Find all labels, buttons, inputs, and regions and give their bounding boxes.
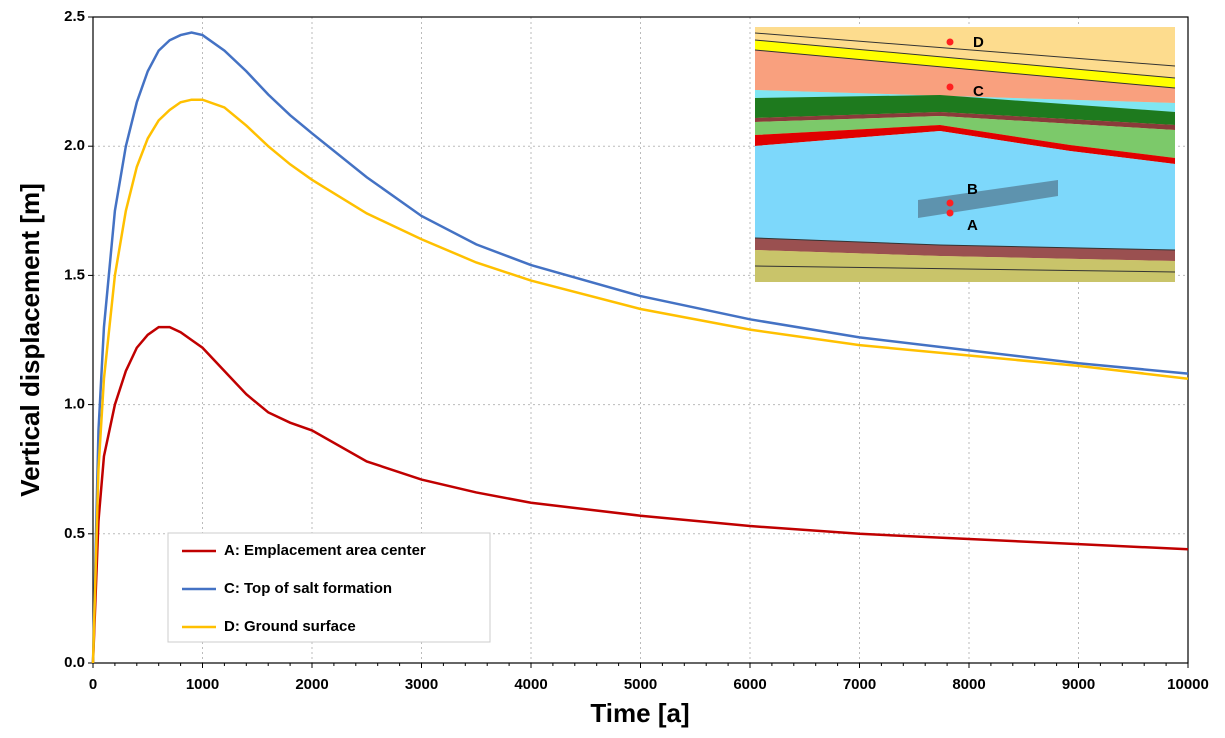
x-tick-label: 9000 (1062, 676, 1095, 693)
y-tick-label: 2.5 (64, 8, 85, 25)
series-line (91, 98, 1189, 664)
inset-layer (755, 250, 1175, 282)
x-axis-title: Time [a] (590, 698, 689, 728)
series-line (91, 31, 1189, 664)
x-tick-label: 4000 (514, 676, 547, 693)
legend-box (167, 532, 491, 643)
y-tick-label: 1.0 (64, 396, 85, 413)
inset-point (946, 83, 954, 91)
x-tick-label: 1000 (186, 676, 219, 693)
inset-layer (755, 131, 1175, 250)
y-axis-title: Vertical displacement [m] (15, 183, 45, 497)
y-tick-label: 2.0 (64, 137, 85, 154)
x-tick-label: 0 (89, 676, 97, 693)
inset-lines (754, 32, 1176, 273)
x-tick-label: 8000 (952, 676, 985, 693)
inset-layer (755, 50, 1175, 103)
y-tick-label: 0.0 (64, 654, 85, 671)
plot-frame (92, 16, 1189, 664)
series-line (91, 325, 1189, 664)
legend-label: C: Top of salt formation (224, 580, 392, 597)
x-tick-label: 2000 (295, 676, 328, 693)
legend-label: A: Emplacement area center (224, 542, 426, 559)
y-tick-label: 1.5 (64, 266, 85, 283)
inset-point (946, 199, 954, 207)
inset-layer (755, 112, 1175, 130)
legend-label: D: Ground surface (224, 618, 356, 635)
inset-layer (755, 125, 1175, 164)
inset-layer (755, 238, 1175, 261)
x-tick-label: 7000 (843, 676, 876, 693)
inset-label: A (967, 217, 978, 234)
y-tick-label: 0.5 (64, 525, 85, 542)
inset-layer (755, 116, 1175, 158)
inset-point (946, 209, 954, 217)
x-tick-label: 6000 (733, 676, 766, 693)
inset-label: B (967, 181, 978, 198)
x-tick-label: 10000 (1167, 676, 1209, 693)
inset-layer (755, 40, 1175, 88)
inset-label: D (973, 34, 984, 51)
inset-point (946, 38, 954, 46)
inset-layer (755, 95, 1175, 125)
inset-geology: D C B A (754, 27, 1176, 282)
x-tick-label: 5000 (624, 676, 657, 693)
inset-label: C (973, 83, 984, 100)
x-tick-label: 3000 (405, 676, 438, 693)
emplacement-grid (918, 180, 1058, 218)
